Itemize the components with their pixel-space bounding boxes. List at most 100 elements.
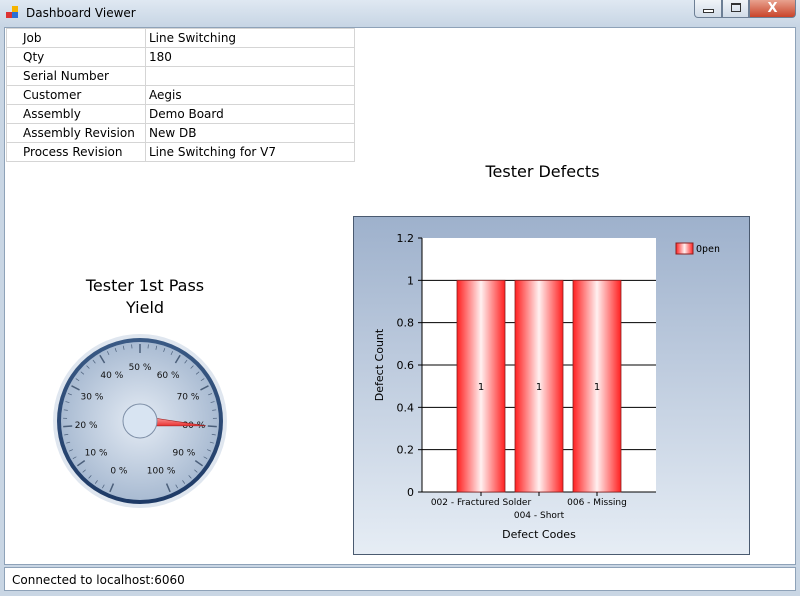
gauge-minor-tick [175, 484, 178, 489]
yield-gauge: 0 %10 %20 %30 %40 %50 %60 %70 %80 %90 %1… [53, 334, 227, 508]
minimize-icon [703, 9, 714, 13]
info-value: Line Switching for V7 [145, 142, 355, 162]
status-text: Connected to localhost:6060 [12, 573, 185, 587]
info-label: Qty [6, 47, 146, 67]
gauge-major-tick [174, 354, 181, 364]
bar [572, 279, 622, 493]
gauge-tick-label: 20 % [75, 421, 98, 431]
info-label: Process Revision [6, 142, 146, 162]
gauge-minor-tick [211, 433, 216, 436]
gauge-minor-tick [86, 365, 90, 369]
x-axis-label: Defect Codes [502, 528, 576, 541]
gauge-minor-tick [194, 469, 198, 473]
info-row: Assembly Revision New DB [6, 123, 355, 143]
gauge-minor-tick [114, 348, 117, 353]
info-label: Assembly Revision [6, 123, 146, 143]
gauge-major-tick [76, 459, 86, 467]
dashboard-area: Job Line Switching Qty 180 Serial Number Cust… [4, 27, 796, 565]
maximize-button[interactable] [722, 0, 749, 18]
close-button[interactable]: X [749, 0, 796, 18]
bar-data-label: 1 [594, 382, 600, 393]
bar-data-label: 1 [536, 382, 542, 393]
legend-swatch [675, 242, 694, 255]
info-row: Qty 180 [6, 47, 355, 67]
gauge-tick-label: 50 % [129, 363, 152, 373]
gauge-major-tick [194, 459, 204, 467]
gauge-minor-tick [188, 475, 192, 479]
info-label: Serial Number [6, 66, 146, 86]
app-icon [6, 6, 20, 20]
gauge-minor-tick [209, 441, 214, 444]
info-value: Line Switching [145, 28, 355, 48]
job-info-table: Job Line Switching Qty 180 Serial Number Cust… [6, 28, 355, 162]
legend-label-open: Open [696, 244, 720, 255]
gauge-major-tick [99, 354, 106, 364]
status-bar: Connected to localhost:6060 [4, 567, 796, 591]
gauge-minor-tick [69, 449, 73, 452]
gauge-minor-tick [102, 484, 105, 489]
gauge-minor-tick [122, 345, 125, 350]
gauge-tick-label: 100 % [147, 467, 176, 477]
gauge-minor-tick [203, 456, 208, 460]
info-value: Demo Board [145, 104, 355, 124]
gauge-hub [122, 403, 158, 439]
info-row: Process Revision Line Switching for V7 [6, 142, 355, 162]
info-value: New DB [145, 123, 355, 143]
x-tick-label: 006 - Missing [567, 498, 627, 508]
gauge-minor-tick [88, 475, 92, 479]
gauge-minor-tick [190, 365, 194, 369]
gauge-minor-tick [80, 371, 85, 375]
gauge-minor-tick [210, 401, 215, 403]
gauge-minor-tick [82, 469, 86, 473]
defects-chart: 0 0.2 0.4 0.6 0.8 1 1.2 1 002 - Fractured Solder… [373, 232, 720, 541]
gauge-minor-tick [184, 359, 188, 364]
info-row: Assembly Demo Board [6, 104, 355, 124]
close-icon: X [767, 1, 778, 16]
gauge-tick-label: 30 % [81, 392, 104, 402]
info-row: Job Line Switching [6, 28, 355, 48]
gauge-minor-tick [63, 409, 68, 411]
gauge-minor-tick [170, 351, 174, 356]
gauge-tick-label: 60 % [157, 371, 180, 381]
gauge-major-tick [200, 385, 209, 391]
defects-chart-panel: 0 0.2 0.4 0.6 0.8 1 1.2 1 002 - Fractured Solder… [353, 216, 750, 555]
gauge-minor-tick [208, 393, 213, 396]
gauge-minor-tick [67, 393, 72, 396]
gauge-minor-tick [94, 480, 98, 484]
gauge-minor-tick [163, 348, 166, 353]
info-row: Serial Number [6, 66, 355, 86]
gauge-minor-tick [200, 378, 205, 382]
gauge-major-tick [109, 483, 115, 493]
info-row: Customer Aegis [6, 85, 355, 105]
gauge-minor-tick [72, 456, 77, 460]
info-label: Customer [6, 85, 146, 105]
title-bar: Dashboard Viewer X [0, 0, 800, 27]
minimize-button[interactable] [694, 0, 722, 18]
gauge-major-tick [63, 425, 73, 428]
y-tick-label: 0.2 [397, 444, 415, 457]
y-axis-label: Defect Count [373, 328, 386, 401]
gauge-title-line1: Tester 1st Pass [85, 276, 205, 295]
gauge-minor-tick [155, 345, 158, 350]
gauge-minor-tick [195, 371, 200, 375]
info-label: Assembly [6, 104, 146, 124]
y-tick-label: 0 [407, 486, 414, 499]
gauge-minor-tick [66, 441, 71, 444]
gauge-tick-label: 10 % [85, 448, 108, 458]
gauge-title: Tester 1st Pass Yield [65, 275, 225, 319]
bar [514, 279, 564, 493]
y-tick-label: 1 [407, 274, 414, 287]
gauge-minor-tick [92, 359, 96, 364]
gauge-minor-tick [212, 409, 217, 411]
x-tick-label: 004 - Short [514, 511, 565, 521]
info-value: Aegis [145, 85, 355, 105]
gauge-tick-label: 70 % [177, 392, 200, 402]
maximize-icon [731, 3, 741, 12]
gauge-major-tick [165, 483, 171, 493]
y-tick-label: 0.8 [397, 317, 415, 330]
gauge-minor-tick [182, 480, 186, 484]
gauge-minor-tick [106, 351, 110, 356]
gauge-tick-label: 90 % [172, 448, 195, 458]
y-tick-label: 0.4 [397, 401, 415, 414]
info-label: Job [6, 28, 146, 48]
